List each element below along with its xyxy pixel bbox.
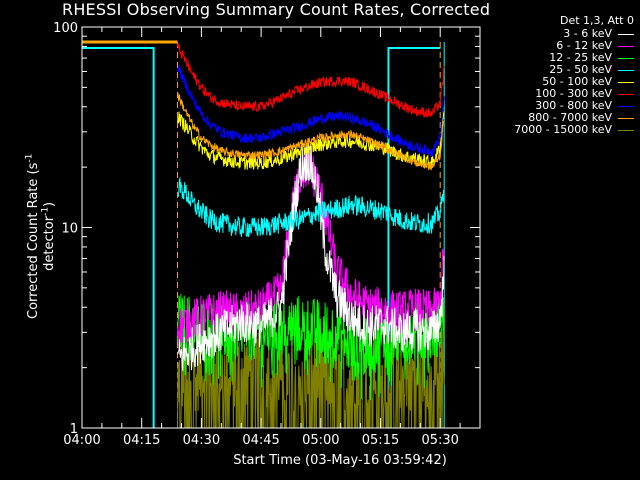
legend-label: 3 - 6 keV bbox=[563, 27, 612, 40]
x-axis-label: Start Time (03-May-16 03:59:42) bbox=[233, 453, 447, 468]
legend-swatch bbox=[618, 69, 634, 71]
legend-swatch bbox=[618, 33, 634, 35]
legend-entry: 7000 - 15000 keV bbox=[478, 124, 638, 136]
legend-label: 12 - 25 keV bbox=[549, 51, 612, 64]
y-tick-label: 10 bbox=[61, 222, 78, 237]
y-tick-label: 100 bbox=[53, 21, 78, 36]
legend-entry: 12 - 25 keV bbox=[478, 52, 638, 64]
legend-swatch bbox=[618, 93, 634, 95]
legend-entry: 6 - 12 keV bbox=[478, 40, 638, 52]
series-line-3 bbox=[177, 176, 445, 238]
series-line-7 bbox=[177, 92, 445, 171]
legend-header: Det 1,3, Att 0 bbox=[560, 14, 634, 27]
x-tick-label: 04:00 bbox=[63, 433, 100, 448]
legend-swatch bbox=[618, 117, 634, 119]
legend-swatch bbox=[618, 105, 634, 107]
legend-label: 800 - 7000 keV bbox=[528, 111, 612, 124]
axes: 1 10 100 04:00 04:15 04:30 04:45 05:00 05:15 05:3… bbox=[53, 21, 481, 448]
x-tick-label: 05:30 bbox=[421, 433, 458, 448]
series-layer bbox=[177, 42, 445, 429]
y-axis-label-mid: detector bbox=[42, 215, 58, 271]
legend-swatch bbox=[618, 81, 634, 83]
x-tick-label: 04:30 bbox=[183, 433, 220, 448]
x-tick-label: 05:00 bbox=[302, 433, 339, 448]
legend-label: 25 - 50 keV bbox=[549, 63, 612, 76]
series-line-0 bbox=[177, 144, 445, 371]
series-line-4 bbox=[177, 111, 445, 170]
legend-entry: 800 - 7000 keV bbox=[478, 112, 638, 124]
legend-swatch bbox=[618, 45, 634, 47]
legend-label: 7000 - 15000 keV bbox=[514, 123, 612, 136]
x-tick-label: 05:15 bbox=[362, 433, 399, 448]
legend-entry: 300 - 800 keV bbox=[478, 100, 638, 112]
y-axis-label-sup1: -1 bbox=[24, 153, 35, 163]
legend-label: 100 - 300 keV bbox=[535, 87, 612, 100]
legend-entry: 3 - 6 keV bbox=[478, 28, 638, 40]
legend-entry: 25 - 50 keV bbox=[478, 64, 638, 76]
x-tick-label: 04:45 bbox=[242, 433, 279, 448]
legend-label: 6 - 12 keV bbox=[556, 39, 612, 52]
legend-label: 300 - 800 keV bbox=[535, 99, 612, 112]
flag-line-cyan bbox=[82, 47, 155, 428]
series-line-5 bbox=[177, 42, 445, 118]
chart-title: RHESSI Observing Summary Count Rates, Co… bbox=[62, 0, 491, 19]
legend-swatch bbox=[618, 57, 634, 59]
series-line-6 bbox=[177, 64, 445, 157]
legend: Det 1,3, Att 0 3 - 6 keV 6 - 12 keV 12 - 2… bbox=[478, 14, 638, 136]
legend-entry: 50 - 100 keV bbox=[478, 76, 638, 88]
legend-swatch bbox=[618, 129, 634, 131]
x-tick-label: 04:15 bbox=[123, 433, 160, 448]
y-tick-label: 1 bbox=[70, 422, 78, 437]
y-axis-label: Corrected Count Rate (s-1 detector-1) bbox=[25, 141, 58, 331]
flag-line-cyan-2 bbox=[387, 47, 441, 428]
legend-label: 50 - 100 keV bbox=[542, 75, 612, 88]
legend-entry: 100 - 300 keV bbox=[478, 88, 638, 100]
y-axis-label-sup2: -1 bbox=[41, 206, 51, 216]
y-axis-label-end: ) bbox=[42, 201, 58, 207]
y-axis-label-main: Corrected Count Rate (s bbox=[26, 162, 41, 319]
